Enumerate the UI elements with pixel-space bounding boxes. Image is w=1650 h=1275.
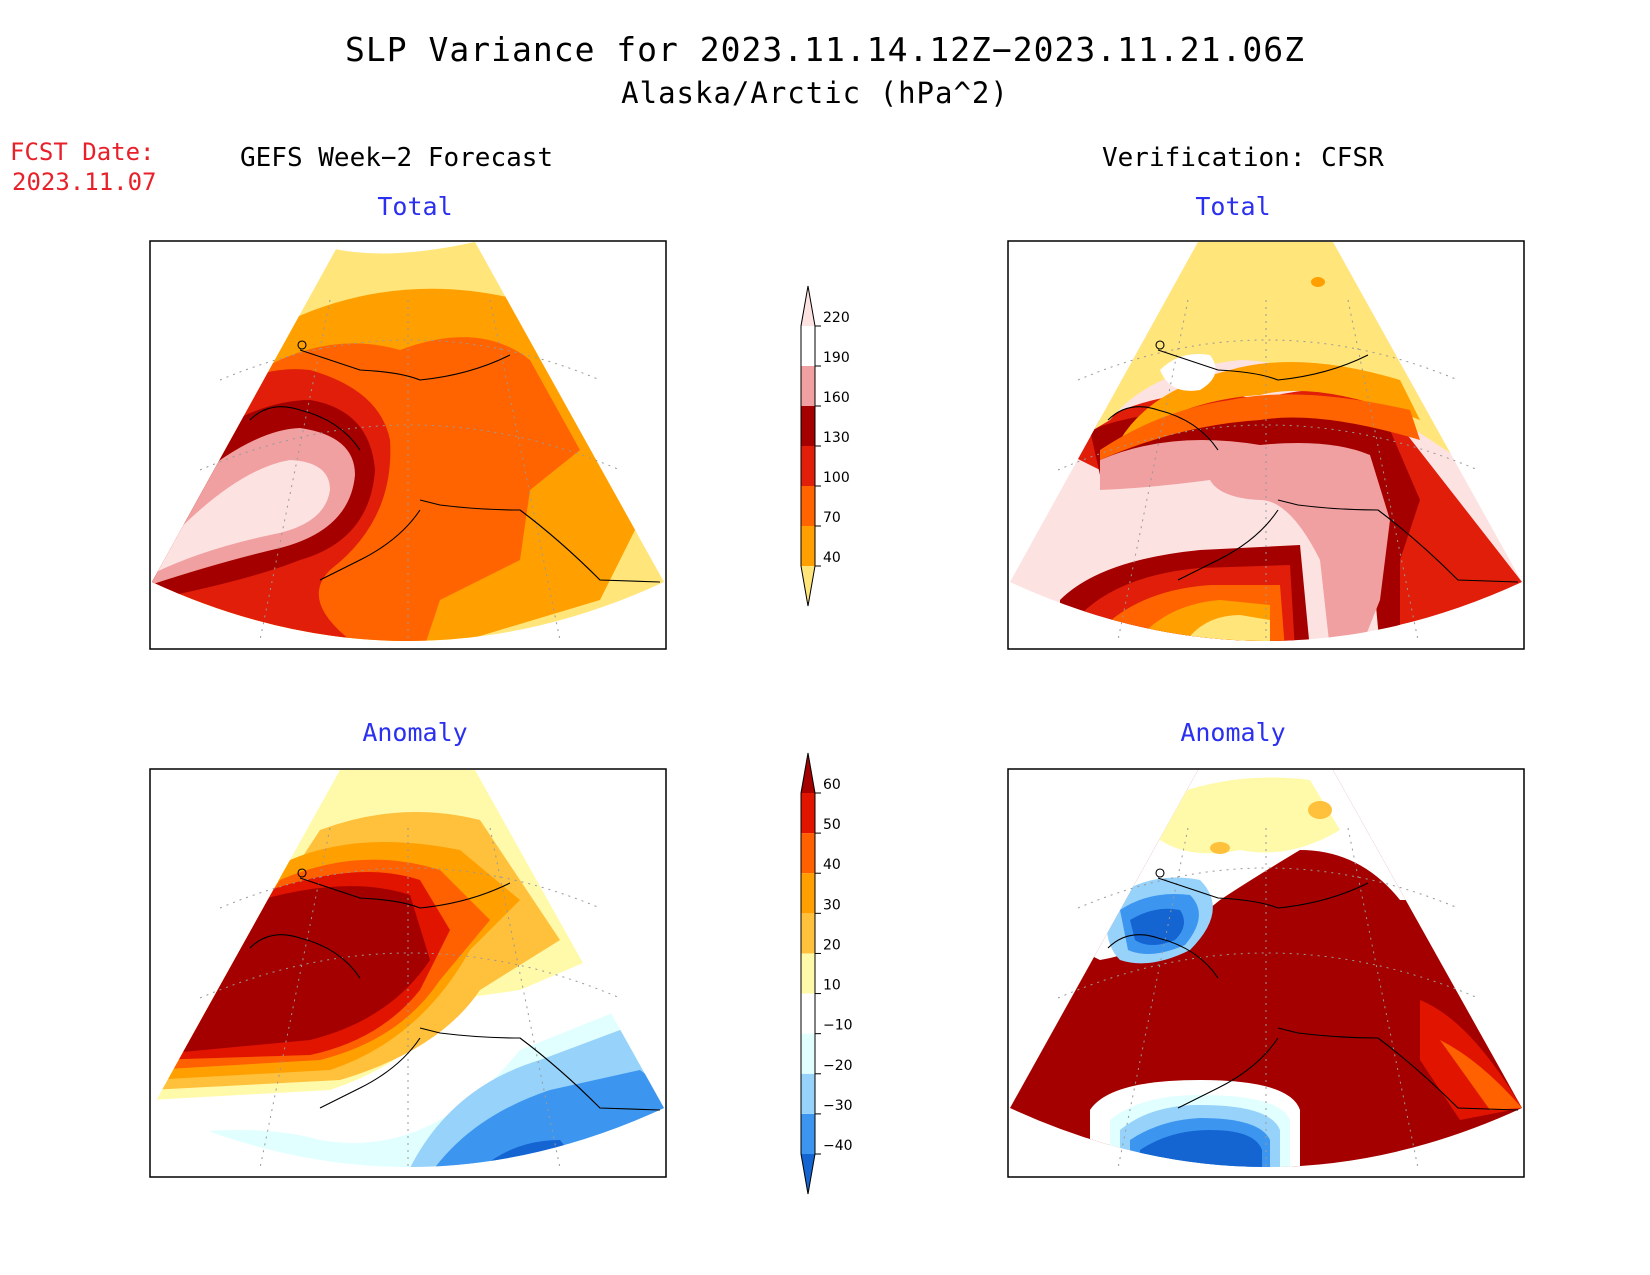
colorbar-tick-label: −40 [823, 1138, 853, 1154]
colorbar-segment [801, 446, 815, 486]
total-colorbar: 40 70 100 130 160 190 220 [800, 285, 850, 607]
colorbar-tick-label: 100 [823, 470, 850, 486]
colorbar-tick-label: 130 [823, 430, 850, 446]
right-column-title: Verification: CFSR [1102, 143, 1384, 173]
main-title: SLP Variance for 2023.11.14.12Z−2023.11.… [345, 30, 1305, 69]
colorbar-tick-label: −30 [823, 1098, 853, 1114]
colorbar-segment [801, 486, 815, 526]
colorbar-segment [801, 1113, 815, 1154]
colorbar-tick-label: 70 [823, 510, 841, 526]
panel-title-forecast-anomaly: Anomaly [362, 718, 468, 747]
forecast-total-map [149, 240, 667, 650]
colorbar-tick-label: 10 [823, 978, 841, 994]
forecast-anomaly-map [149, 768, 667, 1178]
colorbar-tick-label: 160 [823, 390, 850, 406]
colorbar-segment [801, 1073, 815, 1114]
colorbar-segment [801, 1154, 815, 1194]
colorbar-tick-label: −10 [823, 1018, 853, 1034]
colorbar-segment [801, 406, 815, 446]
colorbar-segment [801, 873, 815, 914]
colorbar-segment [801, 366, 815, 406]
verification-total-map [1007, 240, 1525, 650]
colorbar-tick-label: 40 [823, 550, 841, 566]
panel-title-verification-anomaly: Anomaly [1180, 718, 1286, 747]
colorbar-tick-label: 190 [823, 350, 850, 366]
fcst-date-value: 2023.11.07 [12, 168, 157, 196]
anomaly-colorbar: −40 −30 −20 −10 10 20 30 40 50 60 [800, 752, 853, 1195]
panel-title-forecast-total: Total [377, 192, 453, 221]
panel-title-verification-total: Total [1195, 192, 1271, 221]
colorbar-segment [801, 913, 815, 954]
fcst-date-label: FCST Date: [10, 138, 155, 166]
colorbar-segment [801, 993, 815, 1034]
colorbar-segment [801, 833, 815, 874]
colorbar-segment [801, 953, 815, 994]
colorbar-segment [801, 793, 815, 834]
left-column-title: GEFS Week−2 Forecast [240, 143, 554, 173]
colorbar-tick-label: 220 [823, 310, 850, 326]
colorbar-segment [801, 1033, 815, 1074]
colorbar-segment [801, 566, 815, 606]
colorbar-segment [801, 753, 815, 793]
colorbar-tick-label: 20 [823, 937, 841, 953]
verification-anomaly-map [1007, 768, 1525, 1178]
colorbar-tick-label: 50 [823, 817, 841, 833]
colorbar-tick-label: 60 [823, 777, 841, 793]
subtitle: Alaska/Arctic (hPa^2) [621, 76, 1009, 110]
colorbar-tick-label: −20 [823, 1058, 853, 1074]
colorbar-tick-label: 30 [823, 897, 841, 913]
colorbar-segment [801, 286, 815, 326]
colorbar-tick-label: 40 [823, 857, 841, 873]
colorbar-segment [801, 526, 815, 566]
